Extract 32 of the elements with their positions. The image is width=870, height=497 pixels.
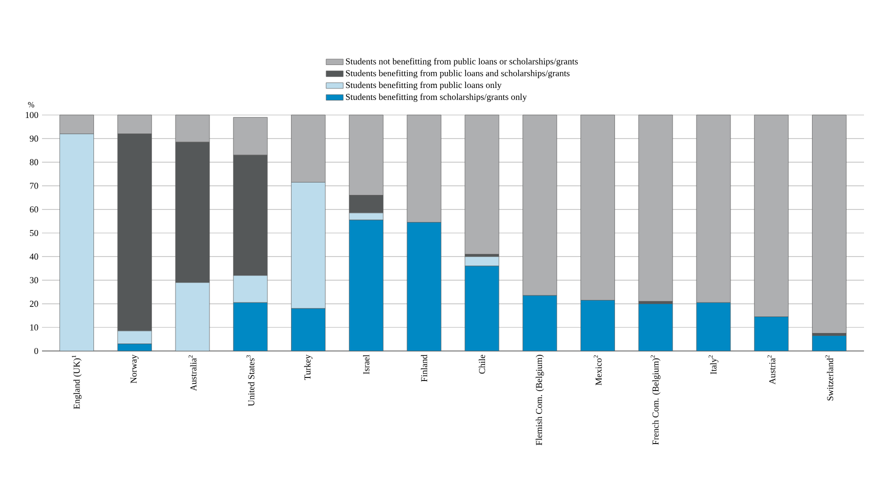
- x-tick-label: Turkey: [304, 354, 312, 380]
- y-axis-title: %: [28, 102, 34, 108]
- x-tick-label: England (UK)$^{1}$: [72, 355, 82, 409]
- x-tick-label: United States$^{3}$: [246, 355, 254, 406]
- x-tick-label: Flemish Com. (Belgium): [536, 354, 544, 446]
- y-tick-label: 40: [30, 254, 38, 260]
- x-tick-label: Finland: [420, 354, 428, 382]
- y-tick-label: 30: [30, 277, 38, 284]
- legend-label: Students benefitting from scholarships/grants only: [346, 94, 527, 102]
- x-tick-label: Australia$^{2}$: [188, 355, 196, 391]
- y-tick-label: 100: [26, 112, 38, 118]
- x-tick-label: French Com. (Belgium)$^{2}$: [650, 355, 660, 445]
- x-tick-label: Chile: [478, 354, 486, 374]
- x-tick-label: Mexico$^{2}$: [594, 355, 602, 386]
- y-tick-label: 50: [30, 230, 38, 236]
- x-tick-label: Austria$^{2}$: [767, 355, 776, 384]
- x-tick-label: Italy$^{2}$: [708, 355, 718, 374]
- legend-label: Students benefitting from public loans only: [346, 82, 502, 90]
- bar: [812, 335, 846, 352]
- x-tick-label: Switzerland$^{2}$: [825, 355, 834, 400]
- y-tick-label: 90: [30, 136, 38, 142]
- y-tick-label: 60: [30, 206, 38, 212]
- y-tick-label: 10: [30, 324, 38, 330]
- x-tick-label: Israel: [363, 354, 370, 374]
- legend-label: Students not benefitting from public loans or scholarships/grants: [346, 58, 578, 66]
- y-tick-label: 20: [30, 300, 38, 307]
- legend-label: Students benefitting from public loans and scholarships/grants: [346, 70, 570, 78]
- y-tick-label: 70: [30, 182, 38, 189]
- bar: [638, 304, 673, 352]
- y-tick-label: 80: [30, 159, 38, 166]
- x-tick-label: Norway: [130, 354, 139, 384]
- y-tick-label: 0: [34, 348, 38, 354]
